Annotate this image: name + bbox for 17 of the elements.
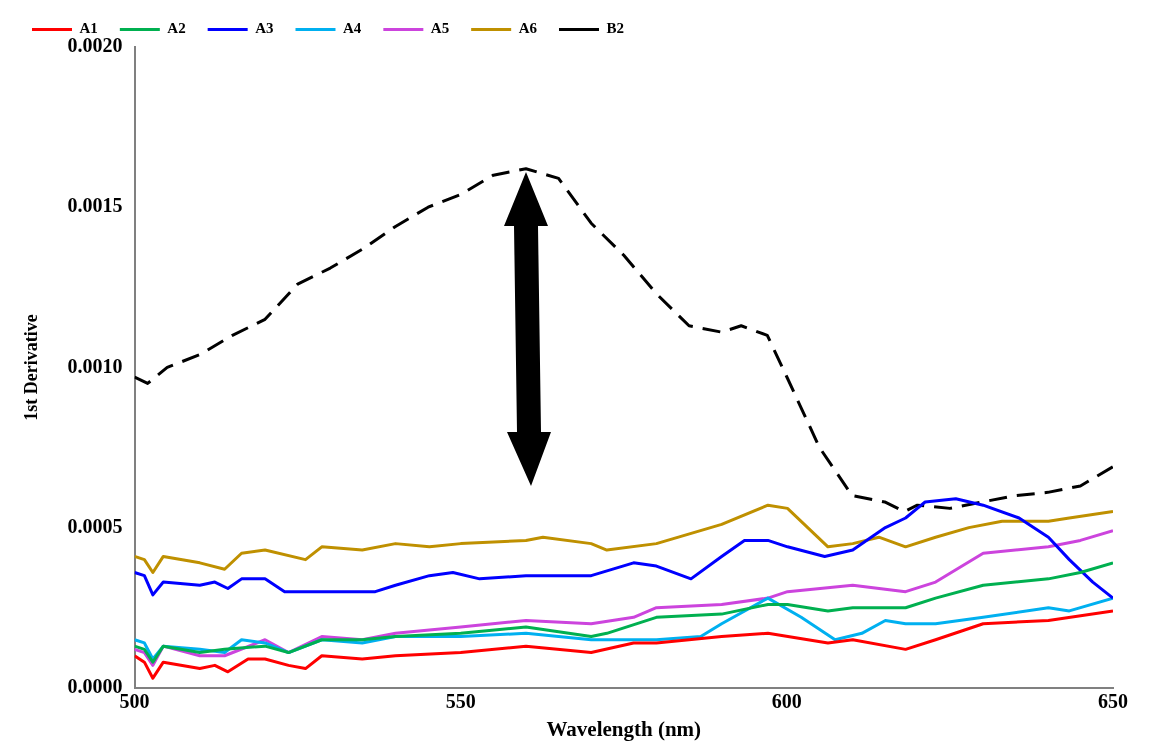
legend-label: A5 [430, 20, 450, 37]
y-tick-label: 0.0015 [67, 194, 123, 217]
x-tick-label: 600 [771, 689, 802, 712]
y-tick-label: 0.0005 [67, 514, 123, 537]
legend-label: A1 [79, 20, 98, 37]
x-axis-title: Wavelength (nm) [546, 716, 702, 741]
y-tick-label: 0.0010 [67, 354, 123, 377]
y-tick-label: 0.0020 [67, 34, 123, 57]
legend-label: A6 [518, 20, 538, 37]
legend-label: B2 [606, 20, 625, 37]
legend-label: A2 [167, 20, 186, 37]
x-tick-label: 550 [445, 689, 476, 712]
line-series [134, 167, 1113, 514]
y-axis-title: 1st Derivative [21, 314, 42, 421]
x-tick-label: 650 [1098, 689, 1128, 712]
legend-label: A3 [255, 20, 274, 37]
legend-label: A4 [343, 20, 362, 37]
